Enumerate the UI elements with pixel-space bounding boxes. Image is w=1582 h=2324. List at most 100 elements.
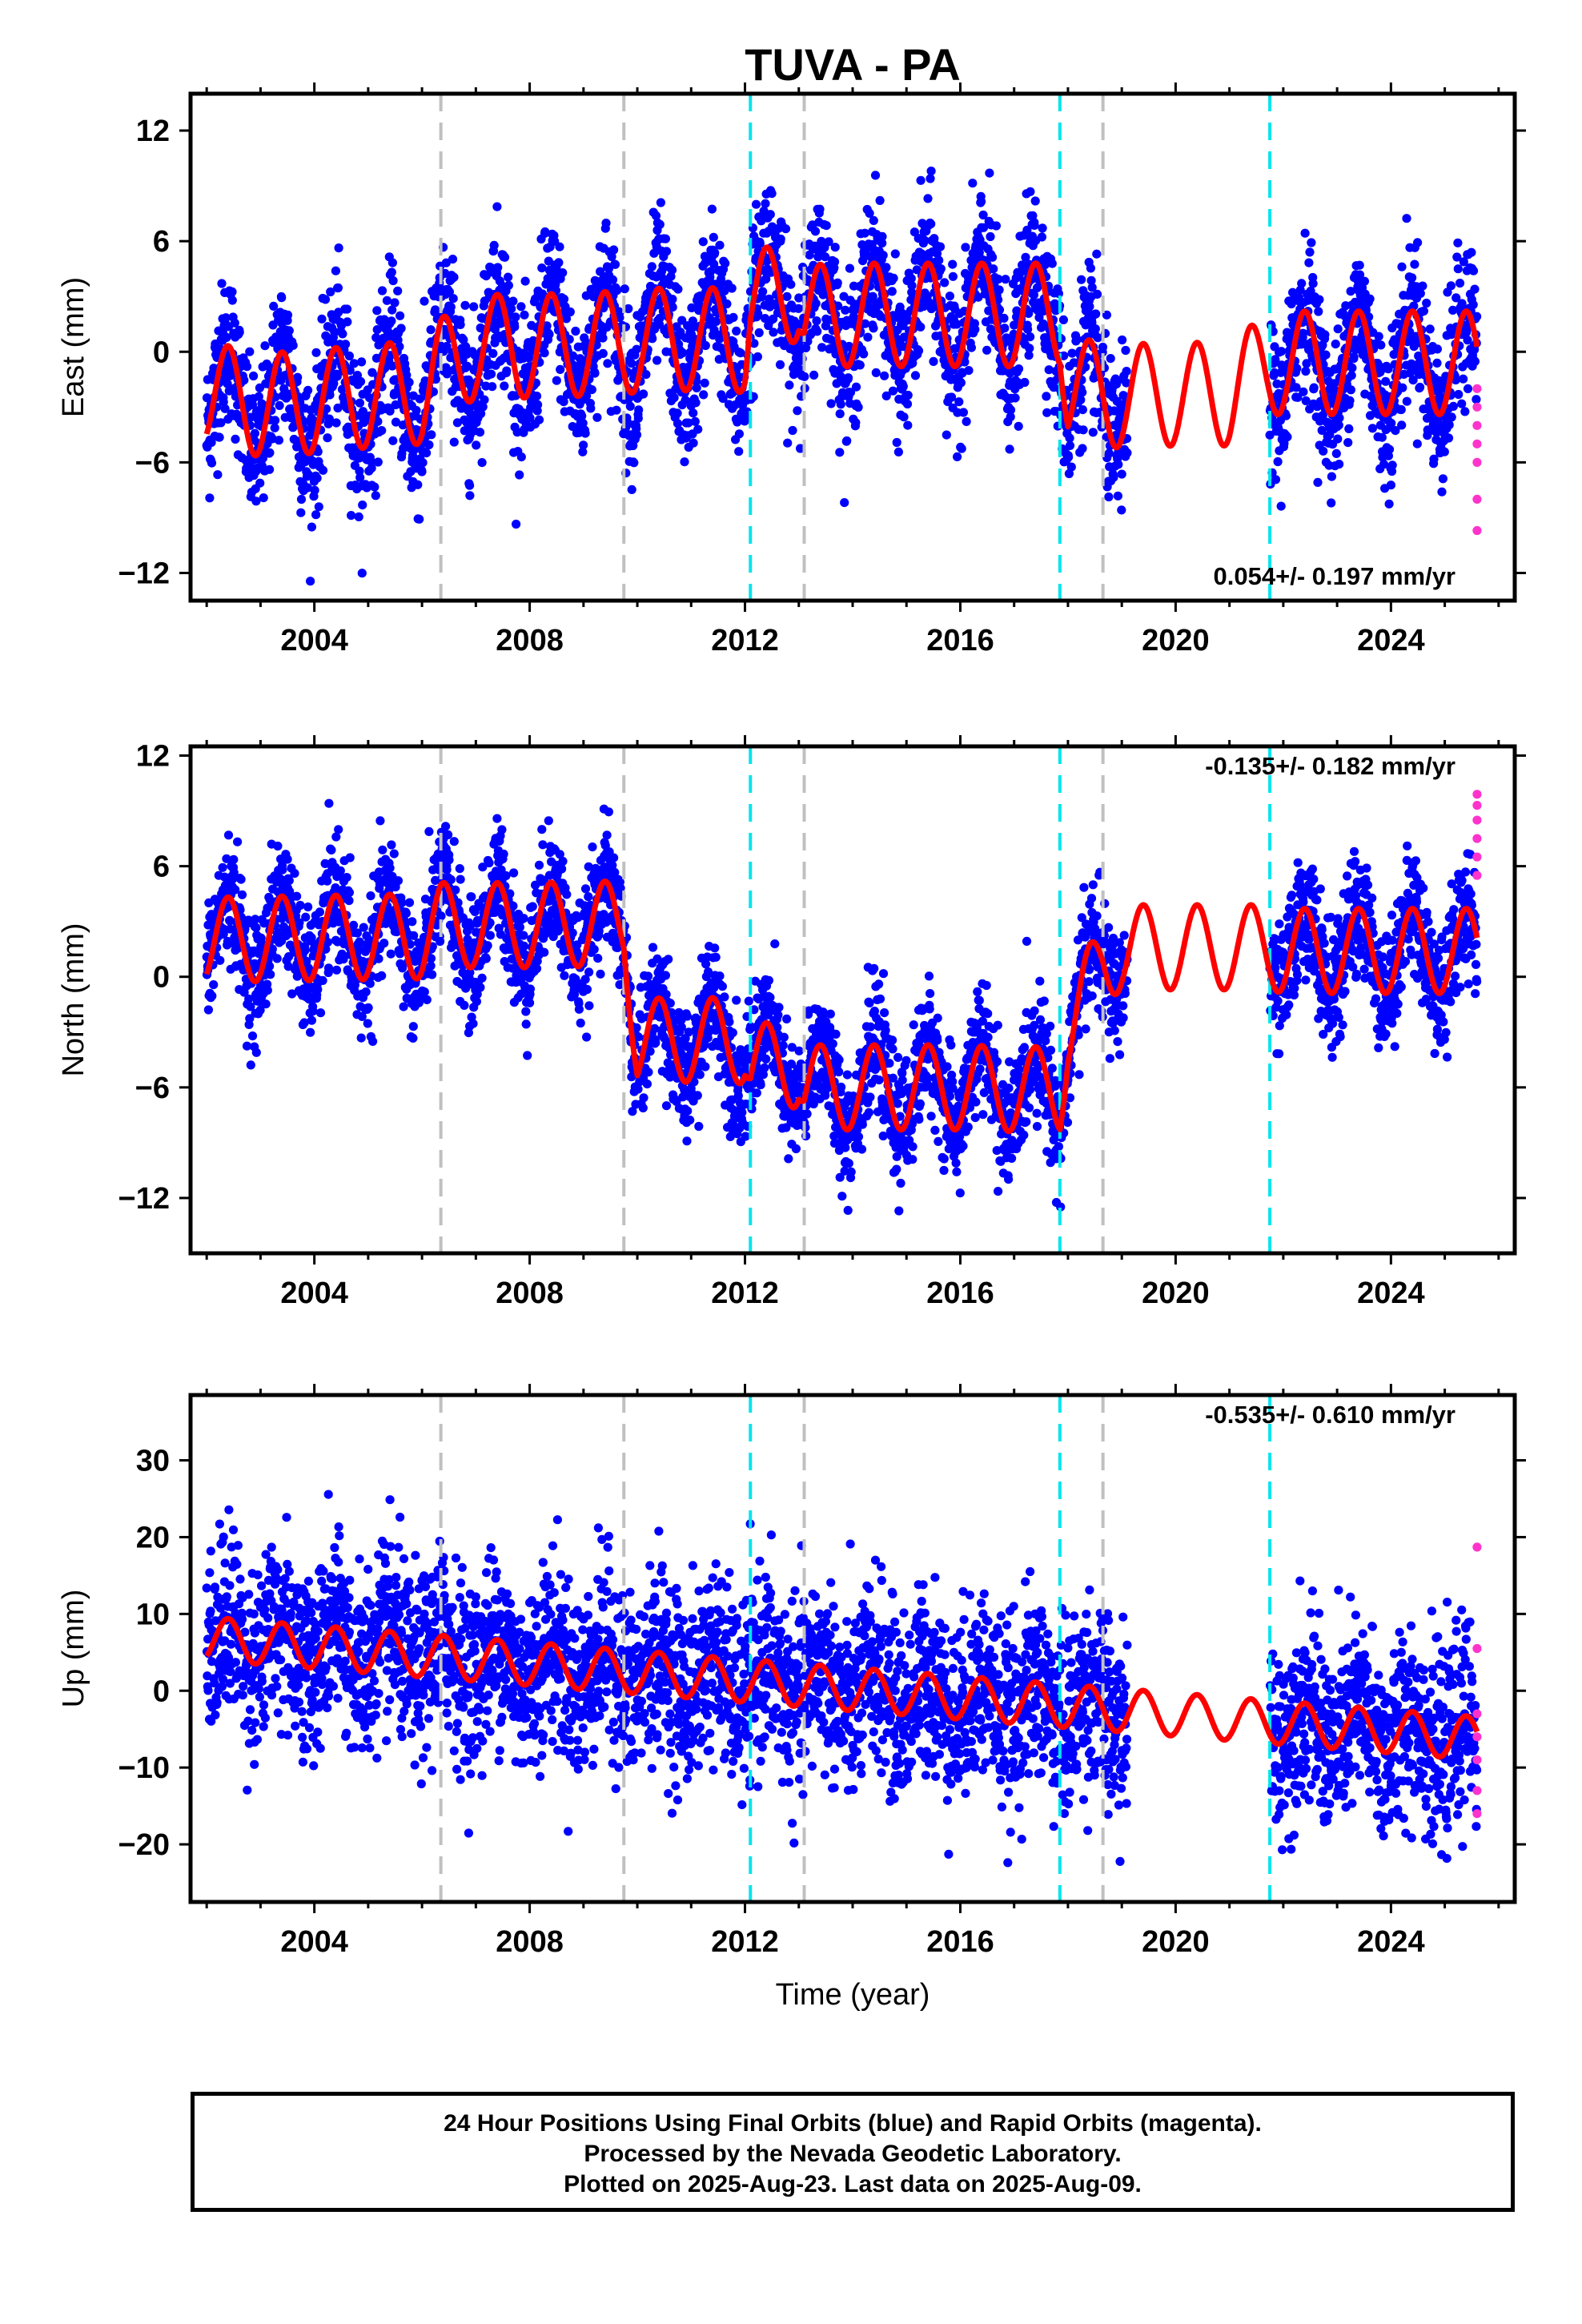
final-orbit-point [293, 372, 303, 382]
plot-area-north [202, 746, 1482, 1253]
final-orbit-point [427, 430, 436, 440]
final-orbit-point [870, 171, 881, 180]
final-orbit-point [668, 295, 677, 304]
final-orbit-point [377, 286, 387, 296]
final-orbit-point [355, 472, 365, 482]
final-orbit-point [455, 864, 464, 874]
final-orbit-point [456, 875, 465, 884]
final-orbit-point [1457, 399, 1467, 408]
final-orbit-point [1347, 363, 1357, 372]
final-orbit-point [776, 234, 785, 244]
final-orbit-point [521, 1019, 531, 1029]
final-orbit-point [929, 356, 938, 366]
final-orbit-point [1014, 421, 1023, 431]
final-orbit-point [948, 259, 958, 269]
final-orbit-point [323, 433, 332, 443]
final-orbit-point [404, 377, 414, 387]
final-orbit-point [1468, 300, 1478, 310]
final-orbit-point [231, 434, 240, 444]
final-orbit-point [625, 401, 635, 411]
final-orbit-point [255, 478, 265, 488]
final-orbit-point [484, 858, 494, 868]
final-orbit-point [510, 322, 520, 332]
final-orbit-point [247, 1031, 258, 1041]
final-orbit-point [627, 485, 636, 495]
final-orbit-point [449, 437, 459, 447]
final-orbit-point [709, 232, 718, 242]
final-orbit-point [871, 368, 881, 377]
final-orbit-point [935, 242, 946, 251]
final-orbit-point [751, 199, 761, 209]
final-orbit-point [284, 326, 294, 336]
final-orbit-point [436, 936, 445, 947]
final-orbit-point [472, 440, 481, 450]
final-orbit-point [690, 416, 700, 426]
final-orbit-point [532, 392, 542, 401]
rapid-orbit-point [1472, 494, 1482, 505]
final-orbit-point [910, 371, 921, 380]
final-orbit-point [1327, 472, 1336, 481]
final-orbit-point [1443, 433, 1454, 443]
final-orbit-point [468, 1019, 478, 1028]
final-orbit-point [1067, 348, 1077, 358]
final-orbit-point [652, 356, 662, 365]
final-orbit-point [363, 1003, 373, 1012]
final-orbit-point [586, 404, 596, 413]
final-orbit-point [1121, 345, 1130, 356]
final-orbit-point [404, 898, 415, 907]
final-orbit-point [222, 332, 231, 342]
final-orbit-point [1365, 294, 1375, 304]
final-orbit-point [331, 418, 341, 428]
final-orbit-point [1470, 284, 1480, 294]
final-orbit-point [559, 294, 569, 304]
final-orbit-point [956, 378, 966, 388]
final-orbit-point [334, 243, 343, 253]
final-orbit-point [313, 985, 323, 995]
final-orbit-point [1077, 275, 1086, 284]
final-orbit-point [1355, 260, 1364, 270]
final-orbit-point [520, 310, 529, 320]
final-orbit-point [964, 366, 974, 376]
final-orbit-point [1020, 377, 1030, 388]
final-orbit-point [1307, 238, 1316, 247]
final-orbit-point [465, 491, 475, 501]
final-orbit-point [985, 168, 994, 178]
final-orbit-point [263, 986, 272, 995]
final-orbit-point [898, 381, 908, 392]
final-orbit-point [355, 376, 366, 387]
final-orbit-point [272, 954, 282, 963]
final-orbit-point [1001, 275, 1010, 284]
final-orbit-point [375, 816, 385, 826]
final-orbit-point [387, 267, 396, 277]
final-orbit-point [332, 372, 342, 381]
final-orbit-point [415, 514, 424, 524]
final-orbit-point [296, 508, 306, 517]
final-orbit-point [235, 328, 244, 337]
final-orbit-point [428, 970, 437, 979]
x-tick-label: 2024 [1357, 624, 1425, 657]
final-orbit-point [1313, 477, 1323, 488]
final-orbit-point [880, 371, 889, 380]
final-orbit-point [393, 876, 403, 886]
final-orbit-point [836, 400, 845, 409]
final-orbit-point [292, 891, 302, 901]
final-orbit-point [318, 975, 327, 985]
final-orbit-point [420, 296, 429, 306]
final-orbit-point [1327, 498, 1336, 508]
final-orbit-point [775, 360, 785, 369]
rapid-orbit-point [1472, 439, 1482, 448]
final-orbit-point [958, 408, 968, 417]
x-tick-label: 2020 [1142, 624, 1210, 657]
final-orbit-point [374, 954, 383, 963]
final-orbit-point [1349, 352, 1359, 362]
final-orbit-point [461, 342, 471, 352]
final-orbit-point [1038, 223, 1047, 233]
final-orbit-point [673, 408, 682, 418]
rate-annotation: 0.054+/- 0.197 mm/yr [1214, 562, 1456, 590]
final-orbit-point [936, 264, 946, 274]
final-orbit-point [840, 498, 849, 508]
final-orbit-point [497, 825, 507, 834]
final-orbit-point [207, 458, 217, 468]
final-orbit-point [366, 456, 375, 466]
final-orbit-point [338, 329, 347, 339]
